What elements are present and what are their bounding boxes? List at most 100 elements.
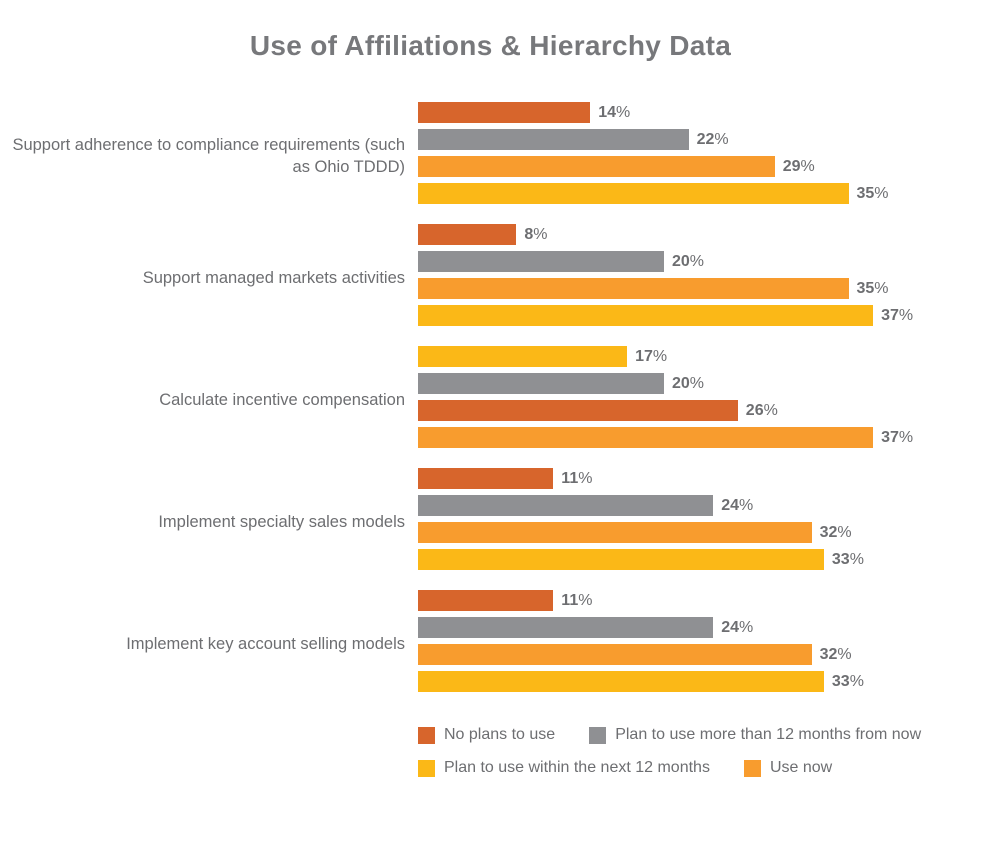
category-label: Support managed markets activities: [142, 269, 405, 287]
percent-sign: %: [714, 131, 729, 148]
bar-row: 35%: [418, 278, 981, 299]
bar-more_than_12: [418, 617, 714, 638]
bar-row: 20%: [418, 251, 981, 272]
category-label: Implement specialty sales models: [158, 513, 405, 531]
percent-sign: %: [615, 104, 631, 121]
value-number: 8: [524, 226, 534, 243]
value-number: 32: [819, 524, 838, 541]
percent-sign: %: [578, 470, 593, 487]
percent-sign: %: [689, 375, 705, 392]
chart-title: Use of Affiliations & Hierarchy Data: [249, 30, 732, 61]
bar-within_12: [418, 346, 628, 367]
value-number: 24: [721, 497, 739, 514]
category-group: Implement key account selling models 11% 2…: [0, 590, 981, 698]
bar-use_now: [418, 644, 812, 665]
bar-row: 20%: [418, 373, 981, 394]
bar-no_plans: [418, 468, 554, 489]
value-number: 37: [881, 429, 899, 446]
bar-more_than_12: [418, 495, 714, 516]
category-group: Calculate incentive compensation 17% 20% 26…: [0, 346, 981, 454]
percent-sign: %: [763, 402, 778, 419]
value-label: 14%: [598, 102, 630, 123]
chart-legend: No plans to use Plan to use more than 12 …: [418, 726, 981, 777]
bar-no_plans: [418, 224, 517, 245]
value-label: 33%: [832, 549, 864, 570]
legend-item-use_now: Use now: [743, 759, 832, 777]
percent-sign: %: [849, 551, 864, 568]
bar-no_plans: [418, 590, 554, 611]
bar-within_12: [418, 671, 824, 692]
value-label: 22%: [697, 129, 729, 150]
bar-use_now: [418, 427, 874, 448]
percent-sign: %: [533, 226, 548, 243]
value-number: 35: [856, 185, 875, 202]
bar-row: 8%: [418, 224, 981, 245]
bar-use_now: [418, 278, 849, 299]
percent-sign: %: [849, 673, 864, 690]
category-group: Implement specialty sales models 11% 24% 32…: [0, 468, 981, 576]
bar-row: 26%: [418, 400, 981, 421]
category-group: Support adherence to compliance requirem…: [0, 102, 981, 210]
percent-sign: %: [738, 497, 754, 514]
bar-within_12: [418, 305, 874, 326]
value-number: 33: [831, 551, 850, 568]
bar-row: 11%: [418, 468, 981, 489]
bar-row: 24%: [418, 495, 981, 516]
value-label: 32%: [820, 644, 852, 665]
value-label: 24%: [721, 617, 753, 638]
value-number: 32: [819, 646, 838, 663]
category-group: Support managed markets activities 8% 20% 3…: [0, 224, 981, 332]
value-number: 24: [721, 619, 739, 636]
legend-row: No plans to use Plan to use more than 12 …: [418, 726, 981, 744]
legend-label: No plans to use: [444, 726, 556, 743]
legend-row: Plan to use within the next 12 months Use…: [418, 759, 981, 777]
bar-use_now: [418, 522, 812, 543]
percent-sign: %: [874, 280, 889, 297]
value-number: 22: [696, 131, 715, 148]
value-number: 11: [561, 470, 579, 487]
value-number: 11: [561, 592, 579, 609]
bar-no_plans: [418, 102, 591, 123]
legend-item-more_than_12: Plan to use more than 12 months from now: [589, 726, 921, 744]
bar-row: 29%: [418, 156, 981, 177]
value-label: 35%: [857, 278, 889, 299]
value-label: 29%: [783, 156, 815, 177]
percent-sign: %: [689, 253, 705, 270]
bar-row: 17%: [418, 346, 981, 367]
value-label: 17%: [635, 346, 667, 367]
value-label: 8%: [524, 224, 547, 245]
category-bars: 17% 20% 26% 37%: [418, 346, 981, 454]
value-label: 32%: [820, 522, 852, 543]
bar-row: 14%: [418, 102, 981, 123]
value-label: 26%: [746, 400, 778, 421]
bar-chart: Support adherence to compliance requirem…: [0, 102, 981, 698]
legend-label: Plan to use more than 12 months from now: [615, 726, 922, 743]
legend-item-within_12: Plan to use within the next 12 months: [418, 759, 710, 777]
percent-sign: %: [578, 592, 593, 609]
legend-swatch-no_plans: [418, 726, 435, 744]
bar-within_12: [418, 549, 824, 570]
value-number: 14: [598, 104, 616, 121]
value-number: 33: [831, 673, 850, 690]
bar-more_than_12: [418, 373, 664, 394]
value-label: 35%: [857, 183, 889, 204]
value-label: 37%: [881, 305, 913, 326]
bar-row: 33%: [418, 671, 981, 692]
value-number: 29: [782, 158, 801, 175]
bar-no_plans: [418, 400, 738, 421]
category-label: Support adherence to compliance requirem…: [12, 136, 405, 176]
bar-more_than_12: [418, 251, 664, 272]
bar-row: 37%: [418, 305, 981, 326]
bar-use_now: [418, 156, 775, 177]
value-number: 35: [856, 280, 875, 297]
value-label: 20%: [672, 251, 704, 272]
value-label: 11%: [561, 468, 592, 489]
percent-sign: %: [800, 158, 815, 175]
percent-sign: %: [738, 619, 754, 636]
value-label: 24%: [721, 495, 753, 516]
value-number: 37: [881, 307, 899, 324]
bar-row: 37%: [418, 427, 981, 448]
category-label: Calculate incentive compensation: [159, 391, 405, 409]
bar-row: 24%: [418, 617, 981, 638]
percent-sign: %: [898, 429, 914, 446]
